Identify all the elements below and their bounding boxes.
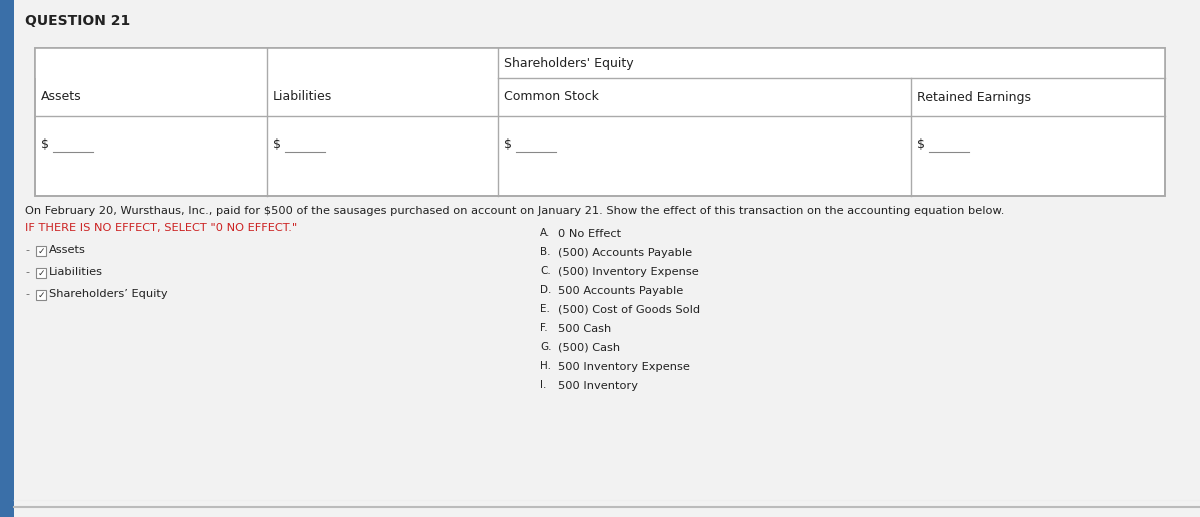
Text: -: - (25, 267, 29, 277)
Text: 500 Inventory: 500 Inventory (558, 381, 638, 391)
Text: (500) Cost of Goods Sold: (500) Cost of Goods Sold (558, 305, 700, 315)
Text: $: $ (272, 138, 281, 151)
Text: Shareholders' Equity: Shareholders' Equity (504, 56, 634, 69)
Text: Assets: Assets (41, 90, 82, 103)
Text: 0 No Effect: 0 No Effect (558, 229, 622, 239)
Text: Shareholders’ Equity: Shareholders’ Equity (49, 289, 168, 299)
Bar (36, 246, 46, 256)
Text: $: $ (504, 138, 512, 151)
Text: Assets: Assets (49, 245, 86, 255)
Text: Liabilities: Liabilities (272, 90, 332, 103)
Text: QUESTION 21: QUESTION 21 (25, 14, 131, 28)
Text: B.: B. (540, 247, 551, 257)
Bar (35, 48, 266, 78)
Text: On February 20, Wursthaus, Inc., paid for $500 of the sausages purchased on acco: On February 20, Wursthaus, Inc., paid fo… (25, 206, 1004, 216)
Text: A.: A. (540, 228, 551, 238)
Text: -: - (25, 289, 29, 299)
Text: ✓: ✓ (37, 291, 44, 299)
Text: (500) Accounts Payable: (500) Accounts Payable (558, 248, 692, 258)
Bar (0, 0, 14, 517)
Text: C.: C. (540, 266, 551, 276)
Text: H.: H. (540, 361, 551, 371)
Bar (36, 268, 46, 278)
Text: 500 Inventory Expense: 500 Inventory Expense (558, 362, 690, 372)
Bar (266, 48, 498, 78)
Text: $: $ (917, 138, 925, 151)
Text: I.: I. (540, 380, 546, 390)
Text: $: $ (41, 138, 49, 151)
Text: -: - (25, 245, 29, 255)
Text: E.: E. (540, 304, 550, 314)
Text: ✓: ✓ (37, 247, 44, 255)
Text: D.: D. (540, 285, 551, 295)
Text: Liabilities: Liabilities (49, 267, 103, 277)
Bar (35, 48, 1165, 196)
Text: Common Stock: Common Stock (504, 90, 599, 103)
Text: IF THERE IS NO EFFECT, SELECT "0 NO EFFECT.": IF THERE IS NO EFFECT, SELECT "0 NO EFFE… (25, 223, 298, 233)
Bar (36, 290, 46, 300)
Text: (500) Inventory Expense: (500) Inventory Expense (558, 267, 698, 277)
Text: 500 Accounts Payable: 500 Accounts Payable (558, 286, 683, 296)
Text: F.: F. (540, 323, 547, 333)
Text: G.: G. (540, 342, 552, 352)
Bar (35, 48, 1165, 196)
Text: 500 Cash: 500 Cash (558, 324, 611, 334)
Text: (500) Cash: (500) Cash (558, 343, 620, 353)
Text: Retained Earnings: Retained Earnings (917, 90, 1031, 103)
Text: ✓: ✓ (37, 268, 44, 278)
Bar (498, 48, 1165, 78)
